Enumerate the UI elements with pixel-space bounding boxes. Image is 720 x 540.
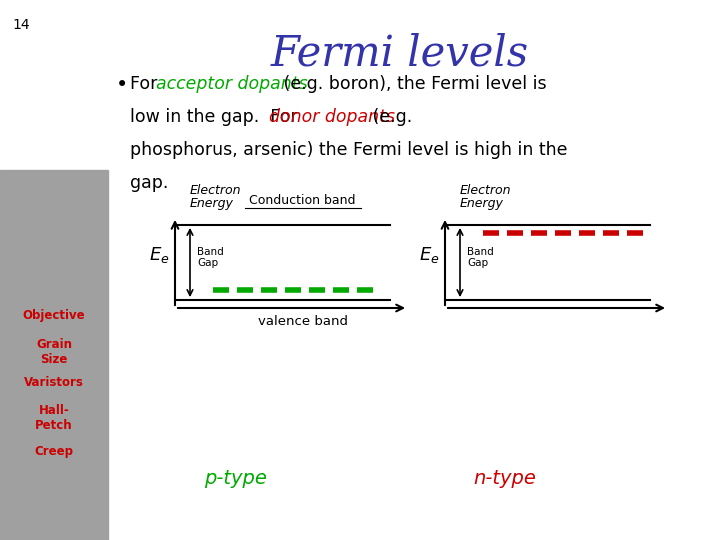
Text: donor dopants: donor dopants <box>269 108 395 126</box>
Text: Conduction band: Conduction band <box>249 194 356 207</box>
Bar <box>0 170 108 540</box>
Text: Objective: Objective <box>23 308 85 321</box>
Text: gap.: gap. <box>130 174 168 192</box>
Text: acceptor dopants: acceptor dopants <box>156 75 307 93</box>
Text: Band
Gap: Band Gap <box>467 247 494 268</box>
Text: $E_e$: $E_e$ <box>420 245 440 265</box>
Text: Hall-
Petch: Hall- Petch <box>35 404 73 432</box>
Text: (e.g.: (e.g. <box>367 108 413 126</box>
Text: Fermi levels: Fermi levels <box>271 32 529 74</box>
Text: 14: 14 <box>12 18 30 32</box>
Text: low in the gap.  For: low in the gap. For <box>130 108 303 126</box>
Text: valence band: valence band <box>258 315 348 328</box>
Text: For: For <box>130 75 163 93</box>
Text: Band
Gap: Band Gap <box>197 247 224 268</box>
Text: Energy: Energy <box>460 197 504 210</box>
Text: Creep: Creep <box>35 446 73 458</box>
Text: Electron: Electron <box>460 184 511 197</box>
Text: •: • <box>116 75 128 95</box>
Text: p-type: p-type <box>204 469 266 488</box>
Text: Electron: Electron <box>190 184 241 197</box>
Text: Grain
Size: Grain Size <box>36 338 72 366</box>
Text: phosphorus, arsenic) the Fermi level is high in the: phosphorus, arsenic) the Fermi level is … <box>130 141 567 159</box>
Text: Energy: Energy <box>190 197 234 210</box>
Text: n-type: n-type <box>474 469 536 488</box>
Text: Varistors: Varistors <box>24 375 84 388</box>
Text: (e.g. boron), the Fermi level is: (e.g. boron), the Fermi level is <box>278 75 546 93</box>
Text: $E_e$: $E_e$ <box>150 245 170 265</box>
